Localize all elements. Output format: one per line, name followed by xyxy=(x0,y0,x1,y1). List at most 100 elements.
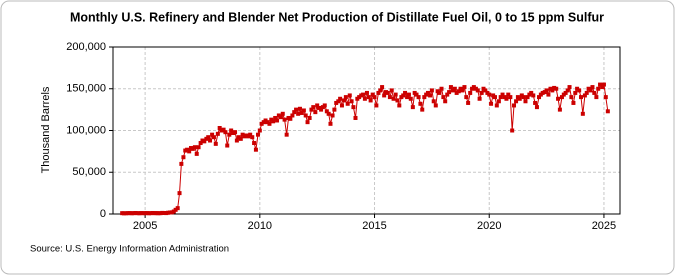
data-point xyxy=(267,121,272,126)
data-point xyxy=(464,95,469,100)
data-point xyxy=(506,92,511,97)
data-point xyxy=(294,107,299,112)
data-point xyxy=(374,103,379,108)
data-point xyxy=(187,149,192,154)
data-point xyxy=(332,107,337,112)
data-point xyxy=(422,95,427,100)
data-point xyxy=(336,99,341,104)
data-point xyxy=(579,95,583,100)
data-point xyxy=(342,98,347,103)
data-point xyxy=(328,121,333,126)
data-point xyxy=(211,135,216,140)
data-point xyxy=(322,103,327,108)
data-point xyxy=(175,206,180,211)
data-point xyxy=(248,132,253,137)
data-point xyxy=(559,95,564,100)
data-point xyxy=(313,110,318,115)
data-point xyxy=(460,88,465,93)
data-point xyxy=(471,85,476,90)
data-point xyxy=(605,109,610,114)
data-point xyxy=(556,96,561,101)
data-point xyxy=(196,145,201,150)
data-point xyxy=(603,95,608,100)
data-point xyxy=(425,90,430,95)
data-point xyxy=(512,103,517,108)
data-point xyxy=(339,103,344,108)
data-point xyxy=(588,88,593,93)
data-point xyxy=(428,93,433,98)
data-point xyxy=(510,128,515,133)
data-point xyxy=(179,161,184,166)
data-point xyxy=(594,95,599,100)
data-point xyxy=(391,96,396,101)
data-point xyxy=(577,88,582,93)
data-point xyxy=(531,93,536,98)
data-point xyxy=(598,82,603,87)
data-point xyxy=(273,115,278,120)
data-point xyxy=(420,107,425,112)
data-point xyxy=(370,92,375,97)
data-point xyxy=(487,92,492,97)
data-point xyxy=(139,211,144,216)
data-point xyxy=(223,130,228,135)
data-point xyxy=(265,120,270,125)
data-point xyxy=(162,210,167,215)
data-point xyxy=(447,90,452,95)
data-point xyxy=(537,95,542,100)
data-point xyxy=(319,107,324,112)
data-point xyxy=(202,139,207,144)
data-point xyxy=(600,85,605,90)
data-point xyxy=(156,211,161,216)
plot-border xyxy=(112,46,621,215)
data-point xyxy=(353,115,358,120)
data-point xyxy=(403,90,408,95)
data-point xyxy=(284,132,289,137)
data-point xyxy=(557,107,562,112)
data-point xyxy=(573,90,578,95)
data-point xyxy=(443,99,448,104)
data-point xyxy=(144,211,149,216)
data-point xyxy=(305,120,310,125)
data-point xyxy=(334,100,339,105)
data-point xyxy=(167,210,172,215)
data-point xyxy=(259,121,264,126)
data-point xyxy=(410,105,415,110)
data-point xyxy=(349,99,354,104)
data-point xyxy=(229,128,234,133)
data-point xyxy=(238,136,243,141)
data-point xyxy=(508,95,513,100)
data-point xyxy=(586,86,591,91)
data-point xyxy=(253,147,258,152)
data-point xyxy=(569,95,574,100)
data-point xyxy=(215,131,220,136)
y-tick-label: 100,000 xyxy=(66,124,106,136)
data-point xyxy=(498,95,503,100)
data-point xyxy=(433,103,438,108)
data-point xyxy=(257,128,262,133)
data-point xyxy=(462,85,467,90)
data-point xyxy=(173,207,178,212)
data-point xyxy=(401,93,406,98)
data-point xyxy=(554,86,559,91)
data-point xyxy=(525,95,530,100)
data-point xyxy=(406,92,411,97)
data-point xyxy=(364,90,369,95)
chart-title: Monthly U.S. Refinery and Blender Net Pr… xyxy=(70,10,604,24)
data-point xyxy=(213,141,218,146)
y-tick-label: 0 xyxy=(100,208,106,220)
y-tick-label: 50,000 xyxy=(72,166,106,178)
data-point xyxy=(282,117,287,122)
data-point xyxy=(242,134,247,139)
data-point xyxy=(208,138,213,143)
data-point xyxy=(590,85,595,90)
data-point xyxy=(565,88,570,93)
data-point xyxy=(445,92,450,97)
data-point xyxy=(387,95,392,100)
x-tick-label: 2015 xyxy=(362,220,386,232)
data-point xyxy=(517,96,522,101)
data-point xyxy=(288,116,293,121)
data-point xyxy=(338,96,343,101)
data-point xyxy=(580,111,585,116)
